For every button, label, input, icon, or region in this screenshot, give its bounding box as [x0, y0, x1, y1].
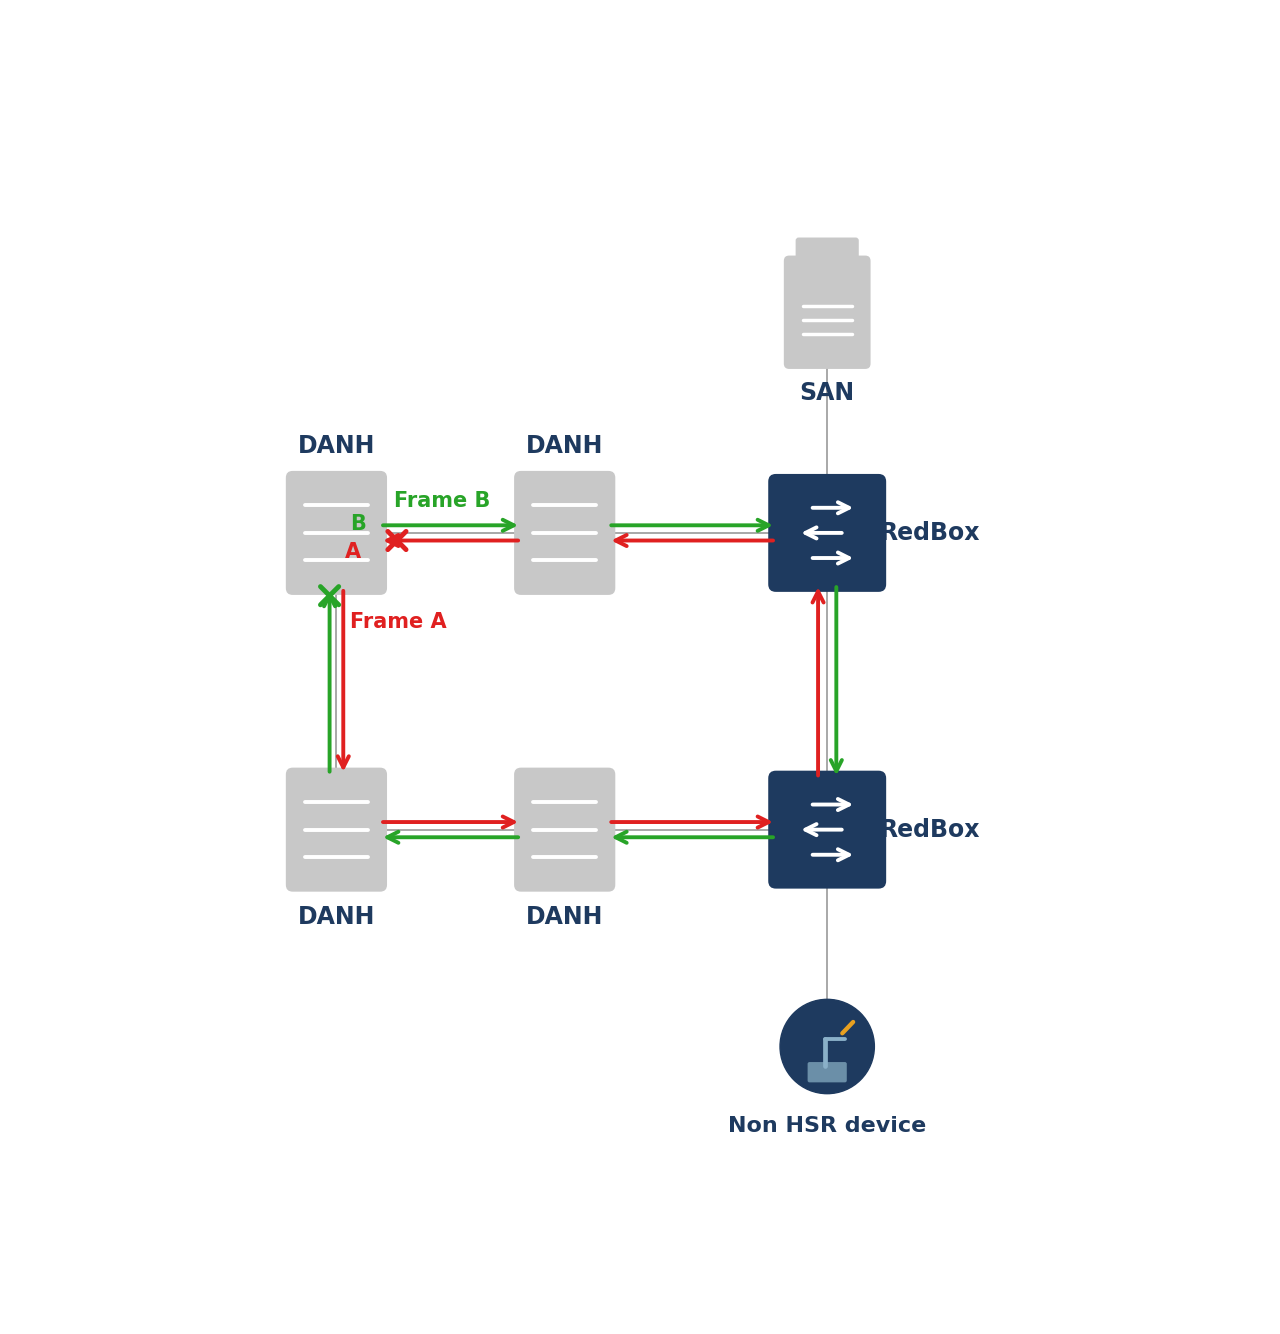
- Text: SAN: SAN: [800, 380, 855, 404]
- FancyBboxPatch shape: [796, 237, 859, 267]
- Text: DANH: DANH: [298, 904, 375, 928]
- Text: RedBox: RedBox: [881, 520, 980, 544]
- FancyBboxPatch shape: [515, 471, 616, 595]
- Text: RedBox: RedBox: [881, 818, 980, 842]
- Text: DANH: DANH: [526, 904, 603, 928]
- Text: Non HSR device: Non HSR device: [728, 1115, 927, 1135]
- Text: Frame A: Frame A: [351, 612, 447, 632]
- FancyBboxPatch shape: [285, 767, 387, 891]
- FancyBboxPatch shape: [808, 1062, 847, 1082]
- Text: A: A: [346, 542, 361, 562]
- Circle shape: [780, 999, 874, 1094]
- Text: DANH: DANH: [526, 434, 603, 458]
- Text: Frame B: Frame B: [394, 491, 490, 511]
- FancyBboxPatch shape: [515, 767, 616, 891]
- FancyBboxPatch shape: [285, 471, 387, 595]
- Text: DANH: DANH: [298, 434, 375, 458]
- FancyBboxPatch shape: [768, 474, 886, 592]
- FancyBboxPatch shape: [783, 256, 870, 370]
- Text: B: B: [349, 514, 366, 534]
- FancyBboxPatch shape: [768, 771, 886, 888]
